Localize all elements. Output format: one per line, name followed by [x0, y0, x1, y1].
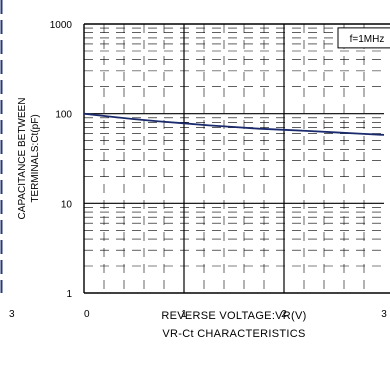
series-layer: [84, 114, 384, 135]
y-tick-label: 10: [61, 199, 73, 210]
y-tick-label: 1: [66, 289, 72, 300]
y-axis-label-line: CAPACITANCE BETWEEN: [17, 98, 28, 220]
chart-title: VR-Ct CHARACTERISTICS: [84, 328, 384, 340]
series-line: [84, 114, 384, 135]
x-axis-label: REVERSE VOLTAGE:VR(V): [84, 310, 384, 322]
adjacent-chart-tick-label: 3: [9, 309, 15, 320]
grid-layer: [84, 24, 384, 293]
y-tick-label: 1000: [50, 20, 73, 31]
y-tick-label: 100: [55, 110, 72, 121]
annotation-text: f=1MHz: [350, 34, 385, 45]
y-axis-label-line: TERMINALS:Ct(pF): [30, 114, 41, 202]
